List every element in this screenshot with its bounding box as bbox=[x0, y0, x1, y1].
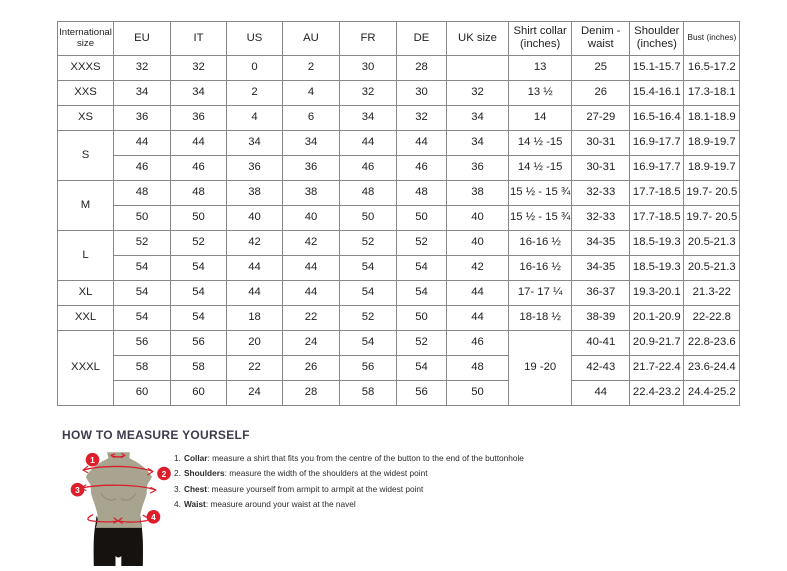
svg-text:2: 2 bbox=[162, 469, 167, 479]
svg-text:1: 1 bbox=[90, 455, 95, 465]
svg-text:3: 3 bbox=[75, 485, 80, 495]
svg-text:4: 4 bbox=[151, 512, 156, 522]
